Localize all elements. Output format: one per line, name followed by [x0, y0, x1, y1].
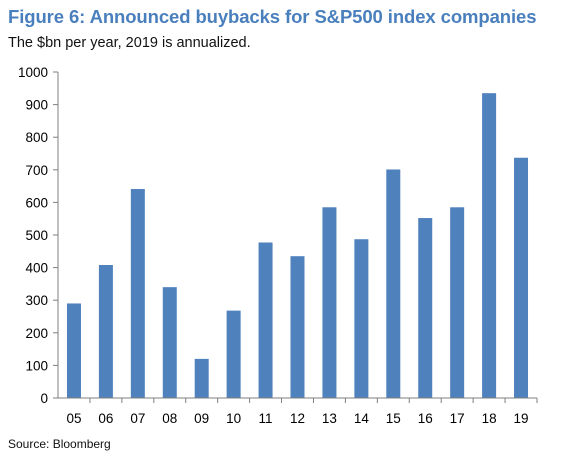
x-tick-label: 19: [514, 411, 529, 426]
x-tick-label: 17: [450, 411, 465, 426]
y-tick-label: 300: [25, 293, 48, 308]
x-tick-label: 06: [98, 411, 113, 426]
bar-10: [226, 310, 241, 398]
chart-subtitle: The $bn per year, 2019 is annualized.: [8, 35, 251, 51]
x-tick-label: 18: [482, 411, 497, 426]
bars: [66, 93, 529, 398]
bar-15: [386, 169, 401, 398]
y-tick-label: 400: [25, 261, 48, 276]
y-tick-label: 0: [40, 391, 48, 406]
y-tick-label: 100: [25, 358, 48, 373]
bar-12: [290, 256, 305, 398]
y-tick-label: 500: [25, 228, 48, 243]
y-tick-label: 600: [25, 195, 48, 210]
source-note: Source: Bloomberg: [8, 437, 111, 451]
chart-title: Figure 6: Announced buybacks for S&P500 …: [8, 6, 537, 27]
bar-11: [258, 242, 273, 398]
y-tick-label: 1000: [18, 65, 48, 80]
bar-08: [162, 287, 177, 398]
bar-06: [98, 264, 113, 398]
y-tick-label: 900: [25, 98, 48, 113]
bar-19: [514, 157, 529, 398]
bar-13: [322, 207, 337, 398]
x-tick-label: 08: [162, 411, 177, 426]
bar-09: [194, 358, 209, 398]
y-tick-label: 700: [25, 163, 48, 178]
bar-14: [354, 239, 369, 398]
x-tick-label: 11: [259, 411, 273, 426]
x-tick-label: 09: [194, 411, 209, 426]
bar-17: [450, 207, 465, 398]
y-tick-label: 200: [25, 326, 48, 341]
x-tick-label: 07: [130, 411, 145, 426]
bar-18: [482, 93, 497, 398]
x-tick-label: 12: [290, 411, 305, 426]
y-tick-label: 800: [25, 130, 48, 145]
bar-16: [418, 218, 433, 398]
x-tick-label: 15: [386, 411, 401, 426]
x-tick-label: 05: [66, 411, 81, 426]
x-tick-label: 10: [226, 411, 241, 426]
bar-07: [130, 189, 145, 398]
x-tick-label: 14: [354, 411, 370, 426]
y-axis-ticks: 0 100 200 300 400 500 600 700 800 900 1000: [18, 65, 58, 406]
x-tick-label: 16: [418, 411, 433, 426]
x-tick-label: 13: [322, 411, 337, 426]
bar-05: [66, 303, 81, 398]
x-axis-labels: 05 06 07 08 09 10 11 12 13 14 15 16 17 18 19: [66, 398, 538, 426]
